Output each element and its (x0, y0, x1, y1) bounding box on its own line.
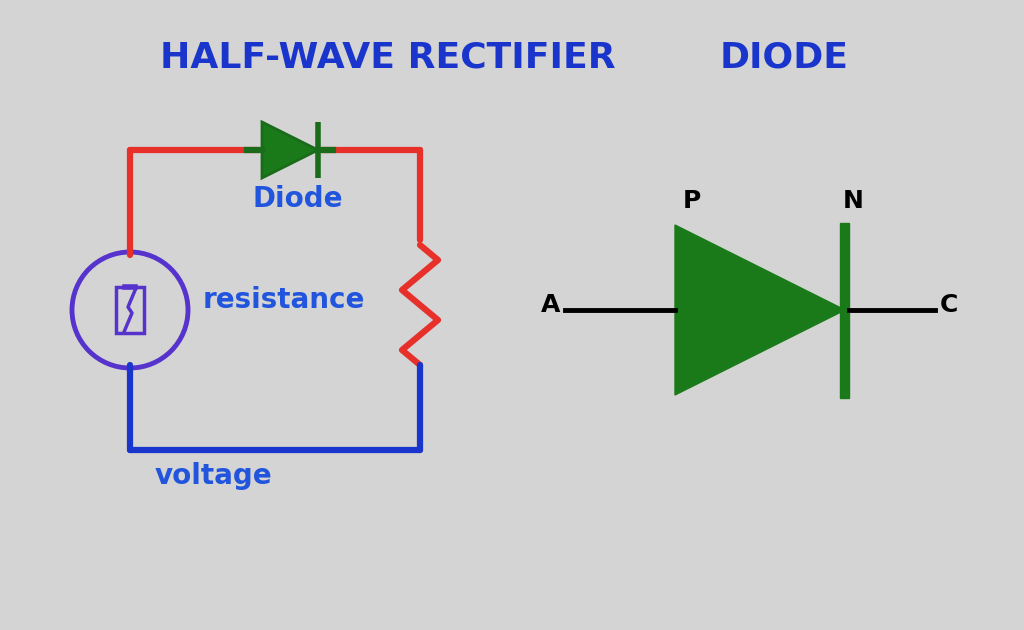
Text: resistance: resistance (203, 286, 365, 314)
Text: DIODE: DIODE (720, 40, 849, 74)
Polygon shape (675, 225, 845, 395)
Polygon shape (262, 122, 318, 178)
Text: P: P (683, 189, 701, 213)
Text: Diode: Diode (253, 185, 343, 213)
FancyBboxPatch shape (841, 222, 850, 398)
Text: HALF-WAVE RECTIFIER: HALF-WAVE RECTIFIER (160, 40, 615, 74)
Text: A: A (541, 293, 560, 317)
Text: N: N (843, 189, 864, 213)
Text: C: C (940, 293, 958, 317)
Text: voltage: voltage (155, 462, 272, 490)
